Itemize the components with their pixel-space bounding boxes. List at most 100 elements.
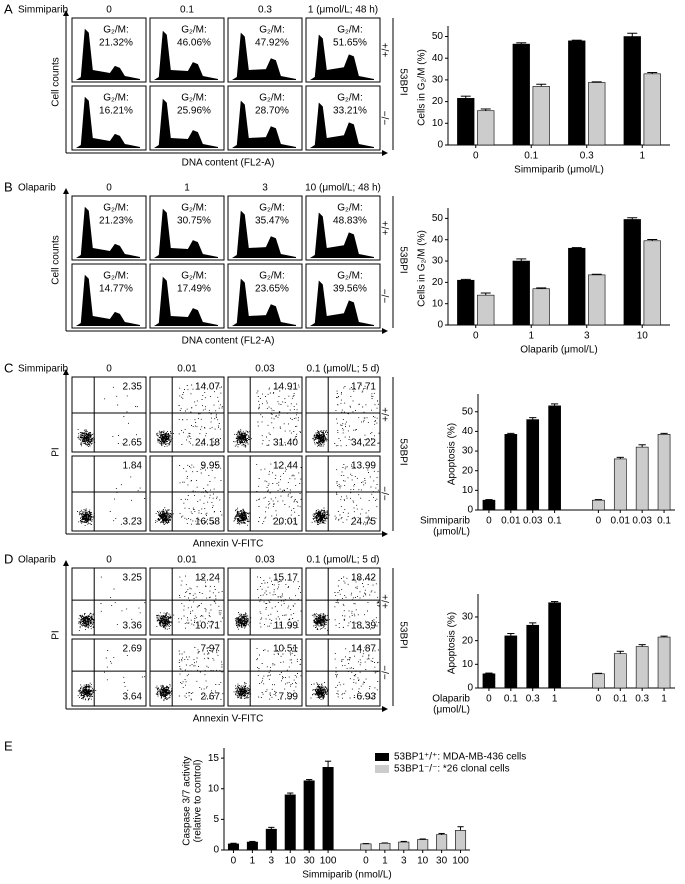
x-tick-label: 3 <box>401 856 407 867</box>
plot-cell <box>305 17 381 83</box>
x-tick-label: 0 <box>473 331 479 342</box>
x-tick-label: 1 <box>661 694 667 705</box>
x-tick-label: 0.1 <box>524 151 538 162</box>
quadrant-value: 9.95 <box>201 461 221 472</box>
quadrant-value: 18.42 <box>351 573 376 584</box>
y-axis-label: PI <box>51 447 62 456</box>
bar <box>455 830 467 851</box>
x-tick-label: 10 <box>285 856 297 867</box>
x-axis-label: (μmol/L) <box>433 527 470 538</box>
gate-label: G₂/M: <box>259 203 285 214</box>
error-bar <box>550 601 559 603</box>
bar <box>526 624 540 689</box>
y-tick-label: 20 <box>432 96 444 107</box>
quadrant-value: 10.51 <box>273 644 298 655</box>
error-bar <box>529 622 537 626</box>
dose-label: 0.1 (μmol/L; 5 d) <box>306 555 379 566</box>
y-tick-label: 30 <box>432 75 444 86</box>
genotype-label: +/+ <box>378 594 389 609</box>
drug-label: Olaparib <box>18 555 56 566</box>
dot-cloud <box>77 476 146 527</box>
bar <box>568 247 586 326</box>
y-axis-label: Apoptosis (%) <box>447 423 458 485</box>
dose-label: 0.01 <box>177 364 197 375</box>
dot-cloud <box>311 464 379 526</box>
y-tick-label: 0 <box>467 683 473 694</box>
histogram-shape <box>232 210 296 258</box>
error-bar <box>627 217 638 220</box>
bar <box>512 260 530 326</box>
y-tick-label: 10 <box>462 485 474 496</box>
quadrant-value: 24.75 <box>351 517 376 528</box>
bar <box>284 794 296 851</box>
cell-line-label: 53BPI <box>397 438 408 465</box>
bar <box>532 86 550 146</box>
error-bar <box>627 32 638 37</box>
x-tick-label: 0 <box>596 516 602 527</box>
panel-letter: D <box>4 551 13 566</box>
panel-letter: C <box>4 360 13 375</box>
quadrant-value: 16.58 <box>195 517 220 528</box>
histogram-shape <box>76 28 140 80</box>
gate-label: G₂/M: <box>337 203 363 214</box>
x-axis-label: DNA content (FL2-A) <box>182 336 275 347</box>
panel-letter: E <box>4 738 13 753</box>
x-axis-label: Olaparib <box>432 694 470 705</box>
gate-label: G₂/M: <box>103 203 129 214</box>
error-bar <box>516 42 527 45</box>
error-bar <box>647 72 658 74</box>
error-bar <box>507 633 515 636</box>
error-bar <box>485 499 493 501</box>
x-tick-label: 0 <box>486 516 492 527</box>
plot-cell <box>227 263 303 329</box>
plot-cell <box>149 85 225 151</box>
y-axis-label: Cell counts <box>51 57 62 106</box>
x-tick-label: 30 <box>436 856 448 867</box>
histogram-shape <box>310 280 374 326</box>
plot-cell <box>227 638 303 707</box>
quadrant-value: 3.64 <box>123 692 143 703</box>
bar <box>512 43 530 146</box>
bar <box>526 419 540 511</box>
dose-label: 0 <box>106 555 112 566</box>
bar <box>588 274 606 326</box>
plot-cell <box>227 567 303 636</box>
bar <box>613 653 627 689</box>
x-tick-label: 0.01 <box>611 516 631 527</box>
x-axis-label: Simmiparib <box>420 516 470 527</box>
x-tick-label: 1 <box>382 856 388 867</box>
x-tick-label: 0.03 <box>523 516 543 527</box>
quadrant-value: 18.39 <box>351 621 376 632</box>
dose-label: 3 <box>262 183 268 194</box>
histogram-shape <box>154 276 218 326</box>
axis-arrow <box>63 369 69 375</box>
dose-label: 0 <box>106 5 112 16</box>
bar <box>623 219 641 326</box>
histogram-shape <box>76 274 140 326</box>
gate-label: G₂/M: <box>259 271 285 282</box>
drug-label: Simmiparib <box>18 5 68 16</box>
error-bar <box>550 403 559 406</box>
x-tick-label: 0 <box>231 856 237 867</box>
y-tick-label: 50 <box>432 31 444 42</box>
gate-value: 16.21% <box>99 106 133 117</box>
gate-value: 39.56% <box>333 284 367 295</box>
bar <box>504 635 518 689</box>
error-bar <box>660 432 668 435</box>
error-bar <box>287 792 294 795</box>
error-bar <box>591 81 602 83</box>
x-axis-label: Simmiparib (nmol/L) <box>302 870 391 881</box>
dot-cloud <box>312 384 380 447</box>
x-axis-label: DNA content (FL2-A) <box>182 158 275 169</box>
plot-cell <box>305 455 381 532</box>
dose-label: 0.1 (μmol/L; 5 d) <box>306 364 379 375</box>
dot-cloud <box>310 646 379 700</box>
gate-label: G₂/M: <box>103 271 129 282</box>
drug-label: Simmiparib <box>18 364 68 375</box>
gate-label: G₂/M: <box>337 93 363 104</box>
error-bar <box>594 499 603 501</box>
dot-cloud <box>77 650 145 701</box>
plot-cell <box>227 17 303 83</box>
quadrant-value: 2.35 <box>123 382 143 393</box>
